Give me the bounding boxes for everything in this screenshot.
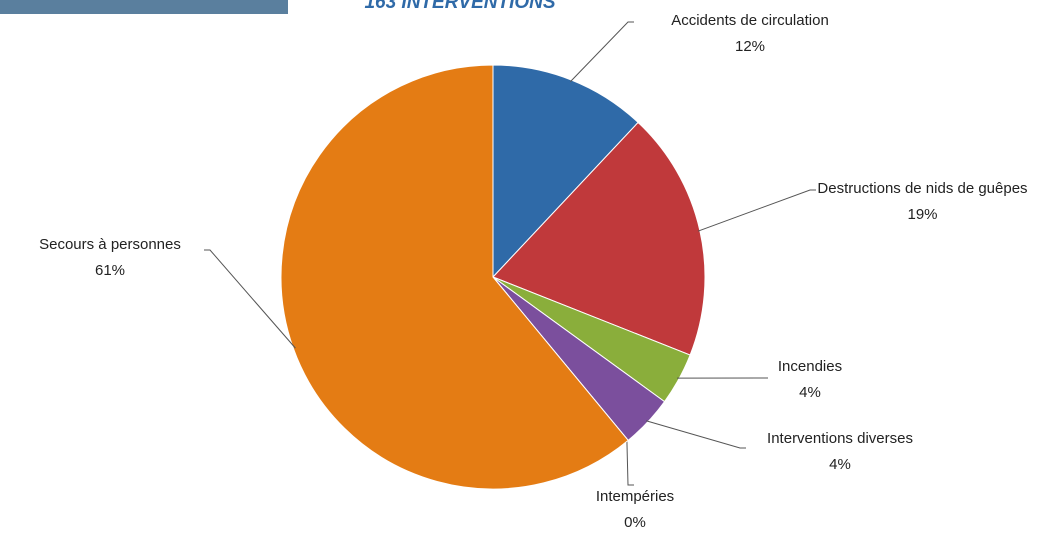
slice-label: Destructions de nids de guêpes (817, 180, 1028, 197)
pie-slice (492, 64, 639, 279)
leader-line (204, 249, 296, 349)
slice-label: Accidents de circulation (671, 12, 829, 29)
slice-label: Secours à personnes (39, 236, 181, 253)
slice-value-label: 12% (734, 38, 766, 55)
pie-slice (280, 64, 629, 490)
slice-label: Interventions diverses (767, 430, 913, 447)
leader-line (697, 189, 816, 232)
slice-label: Intempéries (595, 488, 675, 505)
slice-value-label: 61% (94, 262, 126, 279)
leader-line (645, 420, 746, 449)
slice-value-label: 19% (907, 206, 938, 223)
slice-value-label: 4% (799, 384, 821, 401)
leader-line (569, 21, 634, 83)
header-bar (0, 0, 288, 14)
slice-label: Incendies (777, 358, 843, 375)
chart-title: 163 INTERVENTIONS (364, 0, 556, 13)
leader-line (626, 438, 634, 486)
slice-value-label: 4% (829, 456, 851, 473)
slice-value-label: 0% (624, 514, 646, 531)
